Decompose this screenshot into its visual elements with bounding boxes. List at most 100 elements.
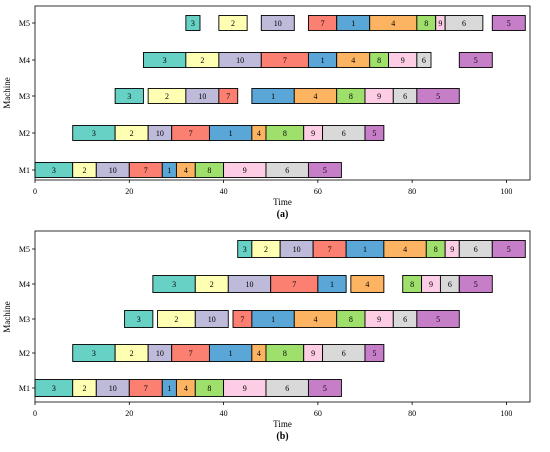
task-label: 6 (342, 349, 346, 358)
task-label: 4 (257, 129, 261, 138)
task-label: 1 (271, 315, 275, 324)
y-tick-label: M1 (19, 166, 30, 175)
task-label: 10 (274, 19, 282, 28)
task-label: 8 (424, 19, 428, 28)
task-label: 3 (127, 92, 131, 101)
task-label: 7 (240, 315, 244, 324)
task-label: 2 (200, 56, 204, 65)
x-tick-label: 20 (125, 409, 133, 418)
task-label: 1 (229, 129, 233, 138)
task-label: 10 (246, 280, 254, 289)
task-label: 1 (229, 349, 233, 358)
task-label: 8 (377, 56, 381, 65)
chart-panel: 0 20 40 60 80 100 M1 M2 M3 M4 M5 Time Machine (b) 3 2 10… (2, 230, 531, 442)
task-label: 9 (243, 166, 247, 175)
task-label: 3 (191, 19, 195, 28)
task-label: 4 (184, 166, 188, 175)
task-label: 4 (365, 280, 369, 289)
task-label: 6 (342, 129, 346, 138)
task-label: 3 (92, 349, 96, 358)
y-tick-label: M2 (19, 349, 30, 358)
task-label: 9 (377, 92, 381, 101)
task-label: 3 (163, 56, 167, 65)
y-tick-label: M5 (19, 245, 30, 254)
x-tick-label: 60 (314, 187, 322, 196)
task-label: 7 (144, 166, 148, 175)
y-tick-label: M3 (19, 315, 30, 324)
chart-panel: 0 20 40 60 80 100 M1 M2 M3 M4 M5 Time Machine (a) 3 2 10… (2, 5, 531, 220)
task-label: 9 (450, 245, 454, 254)
task-label: 10 (109, 384, 117, 393)
task-label: 2 (165, 92, 169, 101)
task-label: 10 (156, 129, 164, 138)
plot-frame (34, 5, 531, 181)
task-bar (416, 88, 460, 104)
task-label: 4 (403, 245, 407, 254)
task-label: 2 (231, 19, 235, 28)
task-label: 10 (156, 349, 164, 358)
task-label: 1 (351, 19, 355, 28)
y-tick-label: M5 (19, 19, 30, 28)
task-bar (307, 379, 342, 397)
task-bar (491, 15, 526, 31)
x-tick-label: 60 (314, 409, 322, 418)
task-bar (317, 275, 347, 293)
task-bar (491, 240, 526, 258)
task-label: 7 (189, 349, 193, 358)
task-label: 4 (184, 384, 188, 393)
task-bar (350, 275, 385, 293)
task-label: 5 (474, 280, 478, 289)
y-tick-label: M1 (19, 384, 30, 393)
task-label: 5 (372, 129, 376, 138)
task-bar (218, 88, 239, 104)
task-label: 2 (83, 166, 87, 175)
task-label: 5 (323, 384, 327, 393)
x-tick-label: 40 (220, 409, 228, 418)
x-tick-label: 80 (408, 187, 416, 196)
plot-frame (34, 230, 531, 403)
task-label: 1 (167, 166, 171, 175)
task-bar (364, 344, 385, 362)
x-tick-label: 100 (500, 409, 512, 418)
task-label: 6 (403, 92, 407, 101)
task-label: 9 (243, 384, 247, 393)
y-tick-label: M2 (19, 129, 30, 138)
task-label: 3 (137, 315, 141, 324)
task-label: 5 (372, 349, 376, 358)
task-bar (185, 15, 201, 31)
task-label: 1 (271, 92, 275, 101)
task-label: 10 (198, 92, 206, 101)
x-tick-label: 80 (408, 409, 416, 418)
task-label: 10 (293, 245, 301, 254)
task-label: 6 (403, 315, 407, 324)
task-label: 5 (474, 56, 478, 65)
task-label: 5 (436, 92, 440, 101)
task-bar (444, 15, 484, 31)
task-label: 8 (207, 166, 211, 175)
task-bar (364, 125, 385, 141)
task-bar (458, 52, 493, 68)
task-label: 4 (314, 92, 318, 101)
task-label: 4 (314, 315, 318, 324)
task-label: 6 (462, 19, 466, 28)
task-label: 9 (311, 129, 315, 138)
task-label: 9 (438, 19, 442, 28)
task-label: 5 (507, 245, 511, 254)
task-label: 3 (92, 129, 96, 138)
task-label: 8 (283, 349, 287, 358)
task-label: 1 (167, 384, 171, 393)
panel-label: (b) (276, 431, 288, 442)
task-label: 3 (52, 384, 56, 393)
y-tick-label: M3 (19, 92, 30, 101)
task-label: 9 (377, 315, 381, 324)
task-bar (194, 310, 229, 328)
task-label: 3 (172, 280, 176, 289)
task-label: 7 (328, 245, 332, 254)
task-label: 2 (174, 315, 178, 324)
task-label: 3 (243, 245, 247, 254)
task-label: 6 (448, 280, 452, 289)
task-label: 9 (401, 56, 405, 65)
y-axis-label: Machine (2, 301, 12, 333)
y-axis-label: Machine (2, 77, 12, 109)
